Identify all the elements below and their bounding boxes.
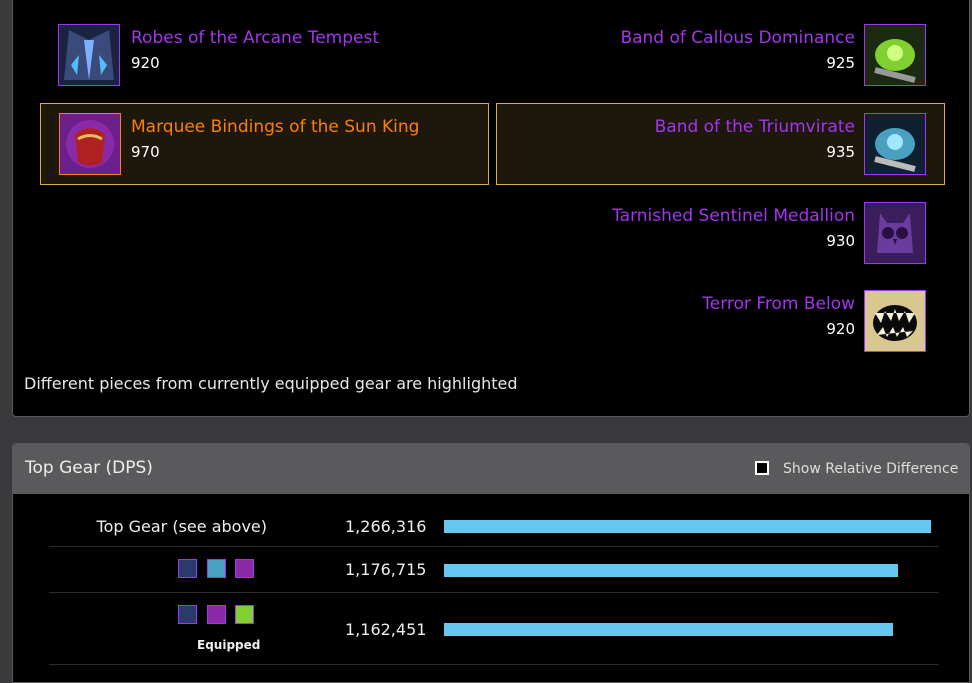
item-name[interactable]: Marquee Bindings of the Sun King bbox=[131, 117, 420, 137]
item-name[interactable]: Terror From Below bbox=[702, 294, 855, 314]
robe-icon bbox=[178, 559, 197, 578]
row-divider bbox=[49, 664, 939, 665]
item-name[interactable]: Band of Callous Dominance bbox=[620, 28, 855, 48]
ring-icon bbox=[207, 559, 226, 578]
item-name[interactable]: Tarnished Sentinel Medallion bbox=[612, 206, 855, 226]
ring-icon[interactable] bbox=[864, 113, 926, 175]
highlight-note: Different pieces from currently equipped… bbox=[24, 374, 518, 393]
bracer-icon[interactable] bbox=[59, 113, 121, 175]
panel-title: Top Gear (DPS) bbox=[25, 458, 153, 478]
dps-value: 1,162,451 bbox=[345, 620, 427, 639]
result-row[interactable]: Top Gear (see above) 1,266,316 bbox=[49, 497, 939, 547]
checkbox-label[interactable]: Show Relative Difference bbox=[783, 461, 959, 477]
dps-bar bbox=[444, 623, 893, 636]
item-level: 920 bbox=[826, 320, 855, 338]
bar-track bbox=[444, 520, 931, 533]
bracer-icon bbox=[207, 605, 226, 624]
item-level: 930 bbox=[826, 232, 855, 250]
panel-header: Top Gear (DPS) Show Relative Difference bbox=[13, 444, 969, 494]
dps-value: 1,176,715 bbox=[345, 560, 427, 579]
top-gear-panel: Top Gear (DPS) Show Relative Difference … bbox=[12, 443, 970, 683]
item-name[interactable]: Robes of the Arcane Tempest bbox=[131, 28, 379, 48]
robe-icon[interactable] bbox=[58, 24, 120, 86]
bar-track bbox=[444, 564, 931, 577]
item-name[interactable]: Band of the Triumvirate bbox=[654, 117, 855, 137]
dps-value: 1,266,316 bbox=[345, 517, 427, 536]
row-divider bbox=[49, 546, 939, 547]
ring-icon[interactable] bbox=[864, 24, 926, 86]
bar-track bbox=[444, 623, 931, 636]
dps-bar bbox=[444, 520, 931, 533]
relative-difference-checkbox[interactable] bbox=[755, 461, 769, 475]
dps-bar bbox=[444, 564, 898, 577]
item-level: 925 bbox=[826, 54, 855, 72]
ring-icon bbox=[235, 605, 254, 624]
row-label[interactable]: Top Gear (see above) bbox=[96, 517, 267, 536]
owl-trinket-icon[interactable] bbox=[864, 202, 926, 264]
row-divider bbox=[49, 592, 939, 593]
robe-icon bbox=[178, 605, 197, 624]
result-row[interactable]: 1,176,715 bbox=[49, 547, 939, 593]
item-level: 970 bbox=[131, 143, 160, 161]
result-row[interactable]: Equipped 1,162,451 bbox=[49, 593, 939, 665]
item-level: 935 bbox=[826, 143, 855, 161]
equipped-label: Equipped bbox=[197, 638, 261, 652]
bracer-icon bbox=[235, 559, 254, 578]
item-level: 920 bbox=[131, 54, 160, 72]
gear-panel bbox=[12, 0, 970, 417]
maw-trinket-icon[interactable] bbox=[864, 290, 926, 352]
